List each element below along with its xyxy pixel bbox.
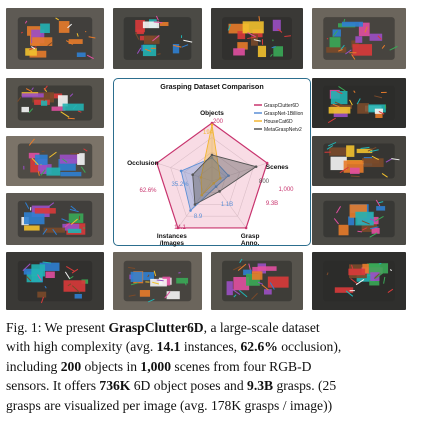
axis-label: Scenes: [266, 164, 289, 171]
scene-image: [113, 252, 202, 310]
legend-entry: GraspClutter6D: [264, 103, 299, 109]
data-point: [227, 174, 230, 177]
scene-image: [211, 252, 303, 310]
data-point: [210, 156, 214, 160]
grid-spoke: [211, 180, 247, 229]
data-point: [199, 176, 203, 179]
axis-label: Instances/Images: [157, 233, 187, 247]
axis-label: Grasp Anno.: [241, 233, 260, 247]
value-label: 8.9: [194, 214, 203, 220]
scene-image: [312, 8, 406, 69]
data-point: [179, 169, 183, 173]
series-graspnet-1billion: [180, 157, 230, 212]
data-point: [244, 226, 248, 230]
caption-line-4: sensors. It offers 736K 6D object poses …: [6, 378, 337, 394]
scene-image: [6, 78, 104, 128]
scene-image: [211, 8, 303, 69]
scene-image: [6, 136, 104, 186]
series-graspclutter6d: [156, 122, 268, 229]
value-label: 14.1: [174, 225, 186, 231]
data-point: [191, 173, 194, 177]
data-point: [218, 177, 222, 180]
series-metagraspnetv2: [192, 154, 258, 206]
caption-line-3: including 200 objects in 1,000 scenes fr…: [6, 358, 312, 374]
scene-image: [6, 252, 104, 310]
grid-spoke: [156, 162, 213, 182]
scene-image: [113, 8, 202, 69]
value-label: 1.1B: [221, 202, 233, 208]
legend-entry: GraspNet-1Billion: [264, 111, 303, 117]
data-point: [176, 226, 180, 230]
grid-ring: [170, 137, 254, 217]
value-label: 35.2%: [171, 182, 189, 188]
axis-label: Occlusion: [127, 160, 158, 167]
data-point: [193, 203, 197, 206]
figure-caption: Fig. 1: We present GraspClutter6D, a lar…: [6, 318, 422, 415]
legend-entry: MetaGraspNetv2: [264, 127, 302, 133]
data-point: [155, 161, 159, 165]
grid-ring: [197, 166, 227, 194]
scene-image: [312, 136, 406, 186]
radar-chart: Objects Scenes Grasp Anno. Instances/Images O…: [127, 103, 303, 247]
data-point: [218, 190, 221, 193]
scene-image: [312, 78, 406, 128]
data-point: [212, 182, 216, 185]
value-label: 200: [213, 119, 224, 125]
scene-image: [312, 252, 406, 310]
data-point: [210, 123, 214, 127]
scene-image: [6, 193, 104, 245]
data-point: [265, 161, 269, 165]
series-housecat6d: [200, 124, 221, 197]
grid-ring: [184, 151, 240, 205]
value-label: 1,000: [278, 187, 294, 193]
data-point: [200, 193, 204, 197]
value-label: 62.6%: [139, 188, 157, 194]
data-point: [189, 209, 192, 212]
caption-line-1: Fig. 1: We present GraspClutter6D, a lar…: [6, 320, 320, 335]
figure: Grasping Dataset Comparison Objects Scene…: [6, 8, 406, 310]
chart-title: Grasping Dataset Comparison: [160, 82, 264, 91]
scene-image: [6, 8, 104, 69]
scene-image: [312, 193, 406, 245]
data-point: [254, 165, 258, 168]
legend-entry: HouseCat6D: [264, 119, 293, 125]
caption-line-5: grasps are visualized per image (avg. 17…: [6, 397, 333, 413]
value-label: 194: [203, 130, 214, 136]
axis-label: Objects: [200, 110, 224, 117]
value-label: 9.3B: [266, 201, 278, 207]
value-label: 800: [259, 179, 270, 185]
radar-chart-panel: Grasping Dataset Comparison Objects Scene…: [113, 78, 311, 247]
data-point: [210, 153, 214, 157]
data-point: [214, 185, 218, 188]
caption-line-2: with high complexity (avg. 14.1 instance…: [6, 339, 342, 355]
